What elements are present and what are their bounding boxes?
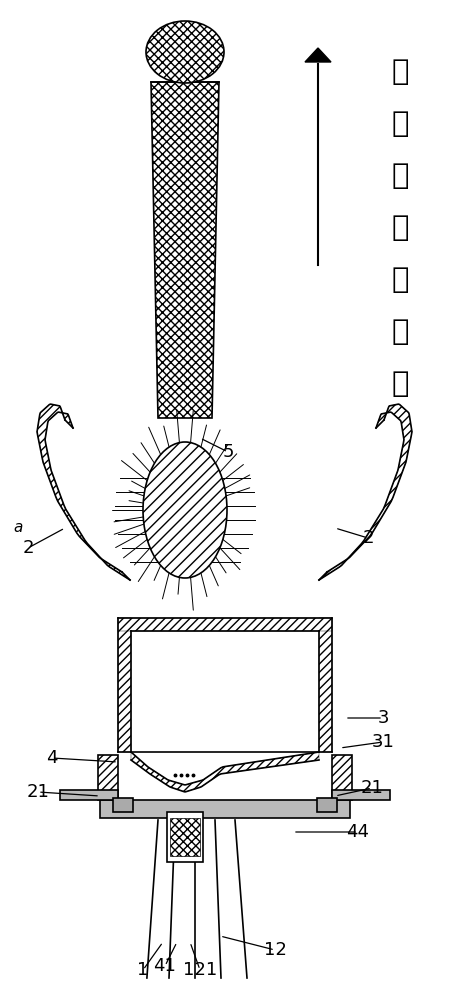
Polygon shape <box>98 755 118 800</box>
Bar <box>317 798 337 812</box>
Polygon shape <box>131 752 319 792</box>
Polygon shape <box>332 790 390 800</box>
Bar <box>113 798 133 812</box>
Bar <box>170 818 200 856</box>
Text: 21: 21 <box>361 779 383 797</box>
Polygon shape <box>118 618 131 752</box>
Polygon shape <box>319 404 412 580</box>
Polygon shape <box>332 755 352 800</box>
Ellipse shape <box>143 442 227 578</box>
Text: 31: 31 <box>372 733 394 751</box>
Polygon shape <box>151 82 219 418</box>
Text: 提: 提 <box>391 318 409 346</box>
Text: a: a <box>13 520 23 536</box>
Text: 上: 上 <box>391 266 409 294</box>
Polygon shape <box>319 618 332 752</box>
Text: 121: 121 <box>183 961 217 979</box>
Polygon shape <box>60 790 118 800</box>
Ellipse shape <box>146 21 224 83</box>
Text: 起: 起 <box>391 370 409 398</box>
Text: 12: 12 <box>264 941 286 959</box>
Text: 5: 5 <box>222 443 234 461</box>
Polygon shape <box>118 618 332 631</box>
Polygon shape <box>305 48 331 62</box>
Polygon shape <box>37 404 130 580</box>
Text: 马: 马 <box>391 58 409 86</box>
Text: 向: 向 <box>391 214 409 242</box>
Text: 1: 1 <box>137 961 149 979</box>
Text: 44: 44 <box>347 823 370 841</box>
Text: 3: 3 <box>377 709 389 727</box>
Bar <box>100 800 350 818</box>
Text: 刷: 刷 <box>391 162 409 190</box>
Text: 4: 4 <box>46 749 58 767</box>
Text: 21: 21 <box>26 783 49 801</box>
Bar <box>167 812 203 862</box>
Text: 41: 41 <box>154 957 176 975</box>
Text: 桶: 桶 <box>391 110 409 138</box>
Text: 2: 2 <box>22 539 34 557</box>
Text: 2: 2 <box>362 529 374 547</box>
